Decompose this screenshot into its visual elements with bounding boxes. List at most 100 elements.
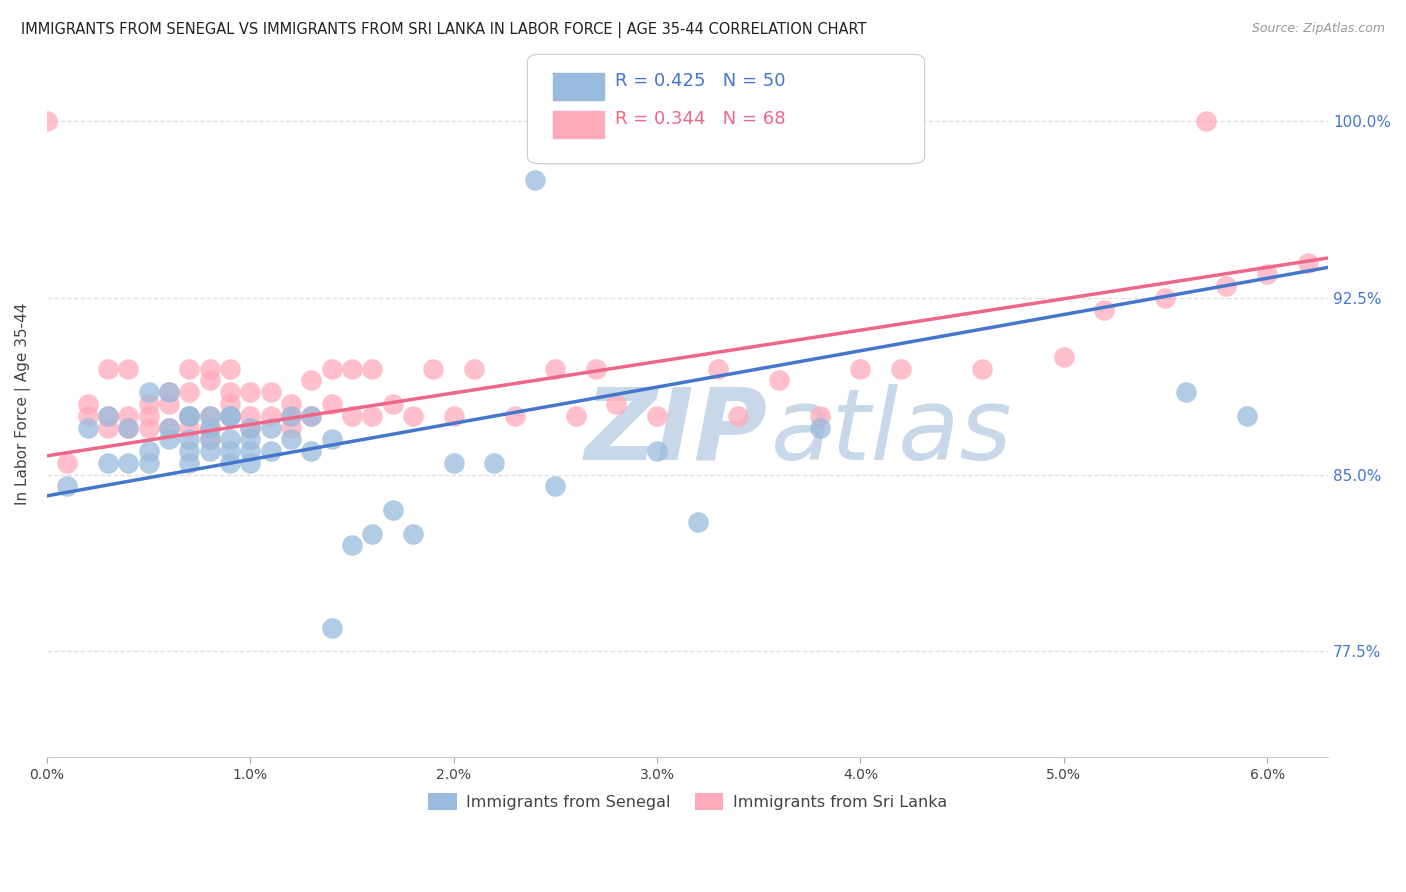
Point: [117, 456, 139, 470]
Point: [321, 397, 343, 411]
Point: [198, 420, 221, 434]
Point: [890, 361, 912, 376]
Point: [321, 433, 343, 447]
Text: Source: ZipAtlas.com: Source: ZipAtlas.com: [1251, 22, 1385, 36]
Point: [280, 420, 302, 434]
Text: atlas: atlas: [770, 384, 1012, 481]
Point: [1215, 279, 1237, 293]
Point: [198, 409, 221, 423]
Point: [138, 456, 160, 470]
Point: [299, 444, 322, 458]
Point: [239, 444, 262, 458]
Point: [239, 420, 262, 434]
Point: [1236, 409, 1258, 423]
Point: [564, 409, 586, 423]
Point: [97, 361, 120, 376]
Point: [524, 173, 547, 187]
Point: [381, 397, 404, 411]
Point: [138, 385, 160, 400]
Point: [321, 621, 343, 635]
Point: [340, 361, 363, 376]
Point: [76, 409, 98, 423]
Point: [239, 409, 262, 423]
FancyBboxPatch shape: [527, 54, 925, 164]
Point: [117, 420, 139, 434]
Point: [585, 361, 607, 376]
Point: [544, 361, 567, 376]
Point: [381, 503, 404, 517]
Point: [157, 420, 180, 434]
Point: [219, 444, 242, 458]
Point: [645, 444, 668, 458]
Point: [198, 433, 221, 447]
Point: [260, 420, 283, 434]
Point: [198, 420, 221, 434]
Point: [321, 361, 343, 376]
Point: [299, 373, 322, 387]
Point: [219, 433, 242, 447]
Point: [179, 444, 201, 458]
Point: [219, 385, 242, 400]
Point: [179, 385, 201, 400]
Point: [239, 420, 262, 434]
Point: [219, 409, 242, 423]
Point: [35, 114, 58, 128]
Point: [179, 409, 201, 423]
Point: [179, 456, 201, 470]
Point: [808, 420, 831, 434]
Point: [260, 444, 283, 458]
Point: [219, 361, 242, 376]
Point: [1256, 268, 1278, 282]
Point: [198, 433, 221, 447]
Point: [280, 409, 302, 423]
Point: [768, 373, 790, 387]
Point: [97, 420, 120, 434]
Point: [198, 409, 221, 423]
Point: [117, 409, 139, 423]
Point: [727, 409, 749, 423]
Bar: [553, 73, 605, 100]
Point: [56, 456, 79, 470]
Point: [280, 409, 302, 423]
Point: [219, 397, 242, 411]
Bar: [553, 111, 605, 137]
Point: [157, 433, 180, 447]
Point: [484, 456, 506, 470]
Point: [97, 409, 120, 423]
Point: [117, 420, 139, 434]
Legend: Immigrants from Senegal, Immigrants from Sri Lanka: Immigrants from Senegal, Immigrants from…: [422, 787, 953, 816]
Point: [138, 420, 160, 434]
Point: [76, 397, 98, 411]
Point: [138, 397, 160, 411]
Point: [219, 409, 242, 423]
Point: [239, 385, 262, 400]
Point: [179, 433, 201, 447]
Point: [544, 479, 567, 493]
Text: R = 0.425   N = 50: R = 0.425 N = 50: [614, 72, 785, 90]
Point: [179, 361, 201, 376]
Point: [808, 409, 831, 423]
Point: [361, 526, 384, 541]
Y-axis label: In Labor Force | Age 35-44: In Labor Force | Age 35-44: [15, 302, 31, 505]
Point: [239, 433, 262, 447]
Point: [179, 420, 201, 434]
Text: R = 0.344   N = 68: R = 0.344 N = 68: [614, 111, 785, 128]
Point: [1296, 255, 1319, 269]
Point: [76, 420, 98, 434]
Point: [157, 385, 180, 400]
Point: [280, 433, 302, 447]
Point: [707, 361, 730, 376]
Point: [157, 420, 180, 434]
Point: [503, 409, 526, 423]
Text: ZIP: ZIP: [585, 384, 768, 481]
Point: [219, 409, 242, 423]
Point: [198, 444, 221, 458]
Point: [972, 361, 994, 376]
Point: [117, 361, 139, 376]
Point: [1174, 385, 1197, 400]
Point: [138, 409, 160, 423]
Point: [1053, 350, 1076, 364]
Point: [443, 409, 465, 423]
Point: [1154, 291, 1177, 305]
Point: [422, 361, 444, 376]
